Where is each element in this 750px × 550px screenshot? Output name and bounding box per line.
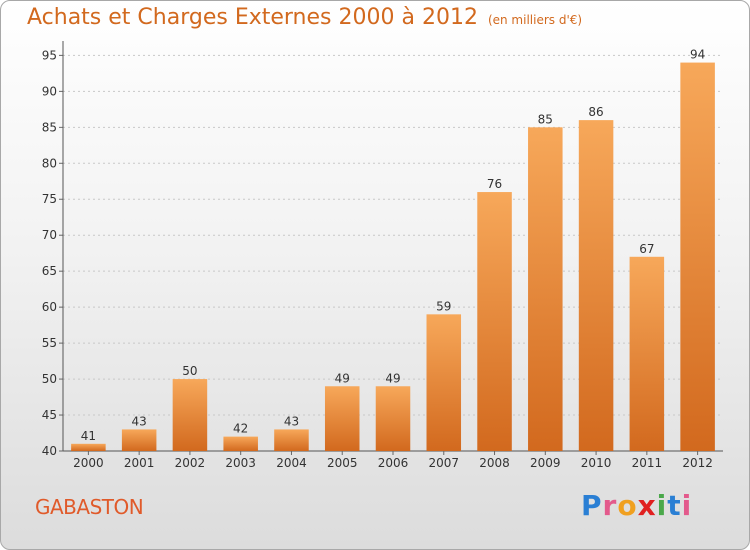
y-tick-label: 90 xyxy=(42,84,57,98)
bar-value-label: 49 xyxy=(385,371,400,385)
bar xyxy=(629,256,665,451)
bar-value-label: 49 xyxy=(335,371,350,385)
logo-letter: t xyxy=(667,489,682,522)
y-tick-label: 65 xyxy=(42,264,57,278)
y-tick-label: 70 xyxy=(42,228,57,242)
y-tick-label: 55 xyxy=(42,336,57,350)
bar xyxy=(71,443,106,451)
y-tick-label: 75 xyxy=(42,192,57,206)
bar-value-label: 42 xyxy=(233,422,248,436)
bar-value-label: 94 xyxy=(690,48,705,62)
bar-value-label: 86 xyxy=(588,105,603,119)
x-tick-label: 2008 xyxy=(479,456,510,470)
bar xyxy=(426,314,462,451)
y-tick-label: 95 xyxy=(42,48,57,62)
bar xyxy=(375,386,411,451)
bar xyxy=(274,429,309,451)
title-text: Achats et Charges Externes 2000 à 2012 xyxy=(27,5,478,30)
bar xyxy=(680,62,715,451)
bar-value-label: 50 xyxy=(182,364,197,378)
bar xyxy=(578,120,614,452)
x-tick-label: 2007 xyxy=(428,456,459,470)
y-tick-label: 80 xyxy=(42,156,57,170)
bar-value-label: 41 xyxy=(81,429,96,443)
bar-value-label: 85 xyxy=(538,112,553,126)
chart-subtitle: (en milliers d'€) xyxy=(487,13,583,27)
x-tick-label: 2002 xyxy=(175,456,206,470)
y-tick-label: 45 xyxy=(42,408,57,422)
y-tick-label: 85 xyxy=(42,120,57,134)
bar xyxy=(324,386,360,451)
x-tick-label: 2010 xyxy=(581,456,612,470)
bar-value-label: 43 xyxy=(284,414,299,428)
x-tick-label: 2012 xyxy=(682,456,713,470)
logo-letter: i xyxy=(681,489,693,522)
location-label: GABASTON xyxy=(35,495,144,519)
x-tick-label: 2003 xyxy=(225,456,256,470)
chart-title: Achats et Charges Externes 2000 à 2012 (e… xyxy=(27,5,582,30)
bar-value-label: 59 xyxy=(436,299,451,313)
logo-letter: r xyxy=(602,489,618,522)
x-tick-label: 2000 xyxy=(73,456,104,470)
x-tick-label: 2009 xyxy=(530,456,561,470)
bar xyxy=(172,379,208,451)
proxiti-logo: Proxiti xyxy=(581,489,692,522)
bar-value-label: 76 xyxy=(487,177,502,191)
logo-letter: P xyxy=(581,489,603,522)
bar-value-label: 67 xyxy=(639,242,654,256)
logo-letter: x xyxy=(637,489,657,522)
y-tick-label: 60 xyxy=(42,300,57,314)
x-tick-label: 2001 xyxy=(124,456,155,470)
bar xyxy=(223,436,258,451)
y-tick-label: 40 xyxy=(42,444,57,458)
x-tick-label: 2005 xyxy=(327,456,358,470)
bar xyxy=(528,127,563,451)
y-tick-label: 50 xyxy=(42,372,57,386)
x-tick-label: 2011 xyxy=(632,456,663,470)
bar xyxy=(121,429,157,451)
x-tick-label: 2006 xyxy=(378,456,409,470)
bar xyxy=(477,192,512,452)
logo-letter: o xyxy=(617,489,638,522)
logo-letter: i xyxy=(656,489,668,522)
bar-value-label: 43 xyxy=(132,414,147,428)
x-tick-label: 2004 xyxy=(276,456,307,470)
